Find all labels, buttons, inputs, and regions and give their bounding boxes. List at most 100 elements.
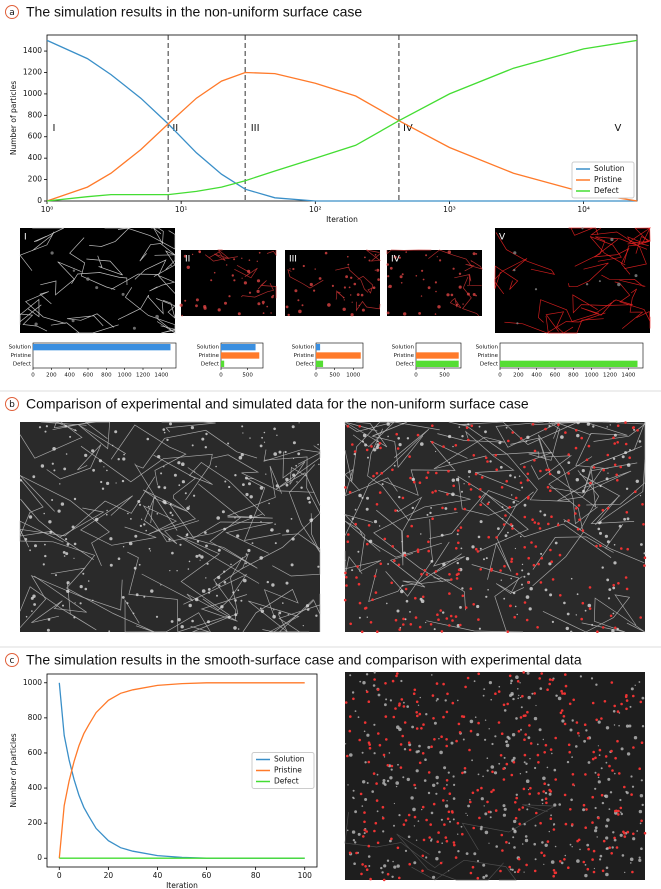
texture — [521, 694, 524, 698]
x-tick-label: 1000 — [346, 373, 360, 379]
texture — [297, 299, 300, 302]
texture — [528, 792, 531, 796]
texture — [43, 512, 45, 515]
texture — [416, 550, 420, 554]
texture — [418, 744, 421, 748]
texture — [216, 594, 218, 597]
texture — [592, 466, 596, 469]
texture — [375, 472, 379, 475]
texture — [560, 861, 564, 865]
texture — [600, 717, 603, 720]
texture — [566, 760, 570, 764]
texture — [400, 589, 404, 594]
texture — [163, 486, 167, 490]
texture — [157, 485, 161, 489]
texture — [445, 710, 449, 714]
texture — [262, 312, 265, 314]
texture — [348, 729, 352, 733]
texture — [426, 576, 524, 633]
texture — [560, 435, 564, 439]
texture — [453, 507, 457, 511]
texture — [498, 762, 501, 765]
texture — [42, 563, 45, 566]
texture — [261, 300, 265, 304]
texture — [508, 674, 512, 678]
texture — [364, 443, 368, 447]
texture — [505, 840, 508, 844]
texture — [170, 264, 172, 267]
texture — [631, 426, 635, 430]
texture — [205, 432, 208, 436]
texture — [505, 762, 509, 766]
texture — [395, 781, 400, 785]
texture — [539, 510, 542, 513]
texture — [465, 852, 469, 855]
texture — [515, 572, 519, 576]
texture — [95, 286, 99, 290]
texture — [106, 469, 108, 472]
texture — [19, 298, 42, 323]
texture — [161, 421, 216, 433]
texture — [491, 742, 494, 746]
texture — [509, 604, 512, 608]
texture — [256, 279, 261, 283]
texture — [348, 286, 351, 289]
texture — [623, 517, 626, 521]
texture — [401, 273, 404, 276]
texture — [284, 450, 287, 454]
texture — [248, 600, 310, 633]
texture — [616, 710, 620, 713]
texture — [450, 293, 454, 297]
bar — [221, 352, 260, 359]
texture — [273, 452, 278, 456]
texture — [567, 472, 570, 475]
texture — [517, 730, 521, 733]
texture — [361, 751, 364, 754]
texture — [193, 494, 196, 497]
texture — [446, 493, 449, 496]
texture — [576, 839, 579, 843]
texture — [220, 605, 224, 609]
texture — [638, 440, 642, 443]
texture — [256, 289, 260, 293]
texture — [244, 476, 248, 480]
texture — [121, 479, 125, 483]
texture — [544, 743, 548, 747]
texture — [346, 540, 350, 543]
texture — [251, 542, 254, 544]
y-tick-label: 200 — [28, 818, 43, 827]
x-tick-label: 500 — [242, 373, 253, 379]
texture — [234, 474, 237, 477]
texture — [576, 420, 580, 425]
texture — [221, 510, 225, 514]
texture — [523, 823, 526, 826]
texture — [104, 227, 176, 250]
texture — [207, 620, 210, 624]
texture — [504, 312, 606, 334]
texture — [438, 850, 441, 854]
texture — [546, 485, 550, 489]
texture — [581, 469, 585, 473]
texture — [586, 843, 590, 847]
texture — [427, 745, 431, 749]
category-label: Pristine — [11, 353, 32, 359]
texture — [597, 776, 600, 779]
texture — [628, 724, 632, 728]
texture — [564, 854, 567, 857]
texture — [506, 630, 510, 633]
texture — [379, 446, 382, 450]
texture — [526, 496, 530, 500]
texture — [394, 509, 397, 512]
texture — [344, 421, 388, 448]
texture — [599, 858, 602, 861]
texture — [557, 696, 562, 701]
texture — [231, 274, 234, 277]
texture — [408, 743, 412, 747]
texture — [556, 523, 560, 527]
texture — [431, 424, 434, 428]
texture — [478, 816, 481, 820]
texture — [429, 511, 432, 515]
texture — [361, 805, 364, 807]
texture — [301, 304, 304, 307]
texture — [177, 461, 181, 465]
